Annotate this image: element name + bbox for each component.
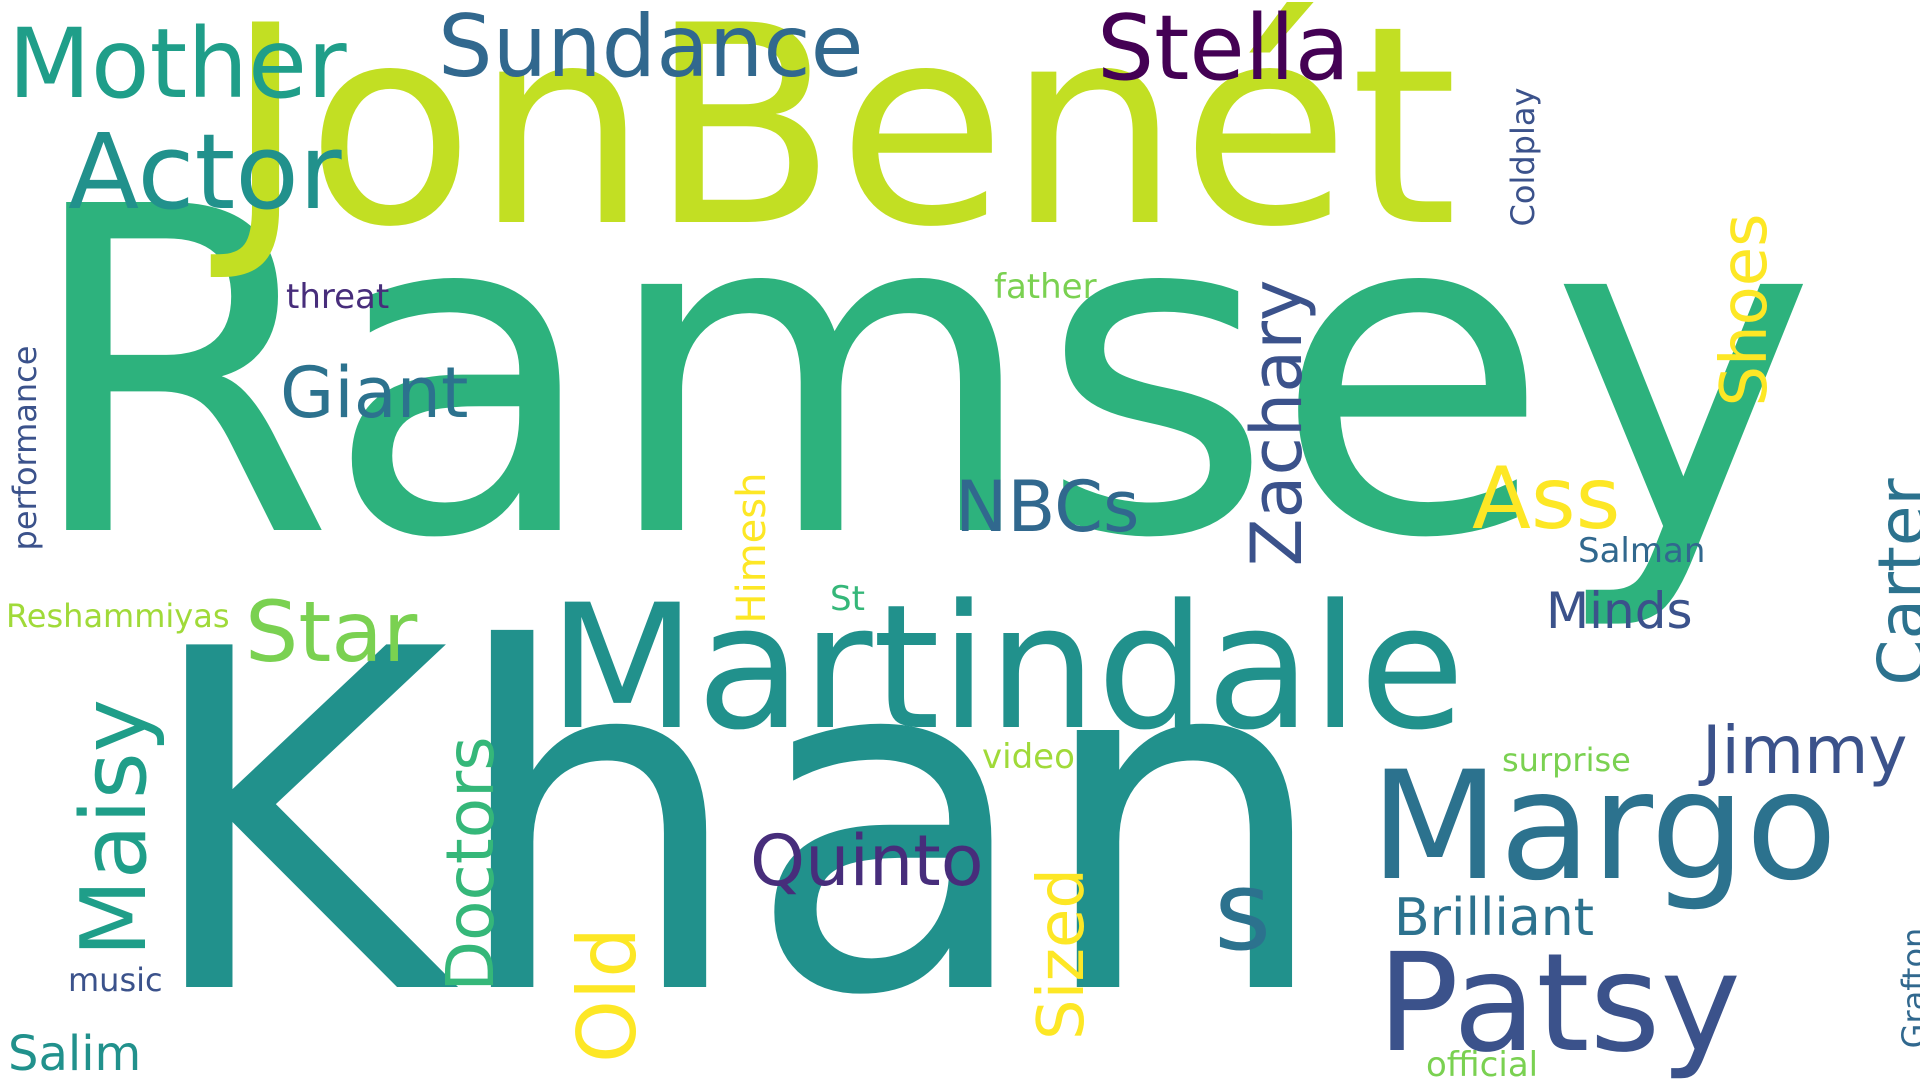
word-ass: Ass — [1472, 449, 1621, 549]
word-reshammiyas: Reshammiyas — [6, 597, 230, 635]
word-maisy: Maisy — [62, 699, 167, 957]
word-ramsey: Ramsey — [22, 113, 1817, 637]
word-zachary: Zachary — [1236, 279, 1318, 567]
word-st: St — [830, 579, 865, 619]
word-doctors: Doctors — [432, 736, 509, 992]
word-actor: Actor — [68, 111, 342, 233]
word-mother: Mother — [8, 8, 347, 120]
word-brilliant: Brilliant — [1394, 888, 1595, 948]
word-surprise: surprise — [1502, 741, 1631, 779]
word-coldplay: Coldplay — [1504, 87, 1542, 227]
word-nbcs: NBCs — [955, 466, 1140, 548]
word-s: s — [1214, 847, 1272, 975]
word-salman: Salman — [1578, 531, 1706, 571]
word-threat: threat — [286, 277, 390, 317]
word-star: Star — [245, 583, 418, 681]
word-jonbenet: JonBenét — [225, 0, 1458, 287]
word-quinto: Sized — [1025, 868, 1099, 1040]
word-himesh: Himesh — [729, 472, 775, 624]
word-patsy: Patsy — [1377, 925, 1741, 1080]
word-old: Old — [561, 927, 654, 1063]
word-margo: Margo — [1370, 740, 1838, 914]
word-grafton: Grafton — [1895, 927, 1920, 1049]
word-stella: Stella — [1097, 0, 1350, 101]
word-martindale: Martindale — [548, 567, 1465, 768]
word-music: music — [68, 961, 163, 999]
word-video: video — [982, 737, 1075, 777]
word-giant: Giant — [280, 352, 469, 434]
word-jimmy: Jimmy — [1702, 712, 1908, 789]
word-khan: Khan — [140, 551, 1332, 1080]
word-salim: Salim — [8, 1026, 142, 1080]
word-official: official — [1426, 1045, 1539, 1080]
word-father: father — [994, 267, 1097, 307]
word-sundance: Sundance — [438, 0, 864, 97]
word-performance: performance — [6, 345, 44, 551]
word-shoes: Shoes — [1708, 213, 1782, 407]
word-carter: Carter — [1864, 478, 1920, 686]
word-sized: Quinto — [750, 820, 984, 902]
word-minds: Minds — [1546, 582, 1693, 640]
